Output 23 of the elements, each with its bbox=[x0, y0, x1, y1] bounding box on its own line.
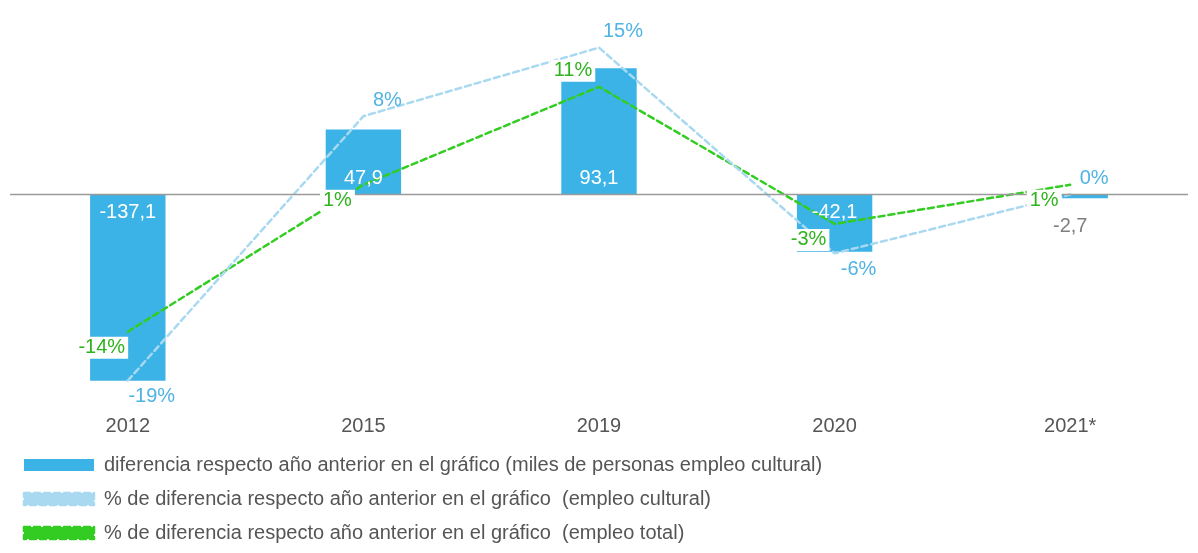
x-tick-label: 2015 bbox=[341, 413, 386, 436]
data-label: -2,7 bbox=[1052, 213, 1088, 236]
data-label: 15% bbox=[602, 19, 644, 42]
data-label: 1% bbox=[322, 188, 353, 211]
data-label: 0% bbox=[1079, 166, 1109, 189]
data-label: 1% bbox=[1029, 188, 1059, 211]
x-tick-label: 2012 bbox=[105, 413, 151, 436]
legend-label: diferencia respecto año anterior en el gráfico (miles de personas empleo cultural) bbox=[104, 452, 823, 475]
data-label: 11% bbox=[553, 58, 593, 81]
data-label: -3% bbox=[790, 227, 827, 250]
legend-label: % de diferencia respecto año anterior en el gráfico (empleo total) bbox=[104, 520, 685, 543]
data-label: -137,1 bbox=[99, 200, 157, 223]
x-tick-label: 2021* bbox=[1044, 413, 1097, 436]
data-label: -42,1 bbox=[811, 200, 858, 223]
data-label: -14% bbox=[78, 335, 126, 358]
data-label: -19% bbox=[128, 384, 176, 407]
x-tick-label: 2019 bbox=[576, 413, 622, 436]
x-tick-label: 2020 bbox=[812, 413, 857, 436]
data-label: 8% bbox=[372, 87, 403, 110]
data-label: 47,9 bbox=[343, 166, 383, 189]
data-label: 93,1 bbox=[579, 166, 619, 189]
legend-label: % de diferencia respecto año anterior en el gráfico (empleo cultural) bbox=[104, 486, 711, 509]
data-label: -6% bbox=[840, 256, 877, 279]
